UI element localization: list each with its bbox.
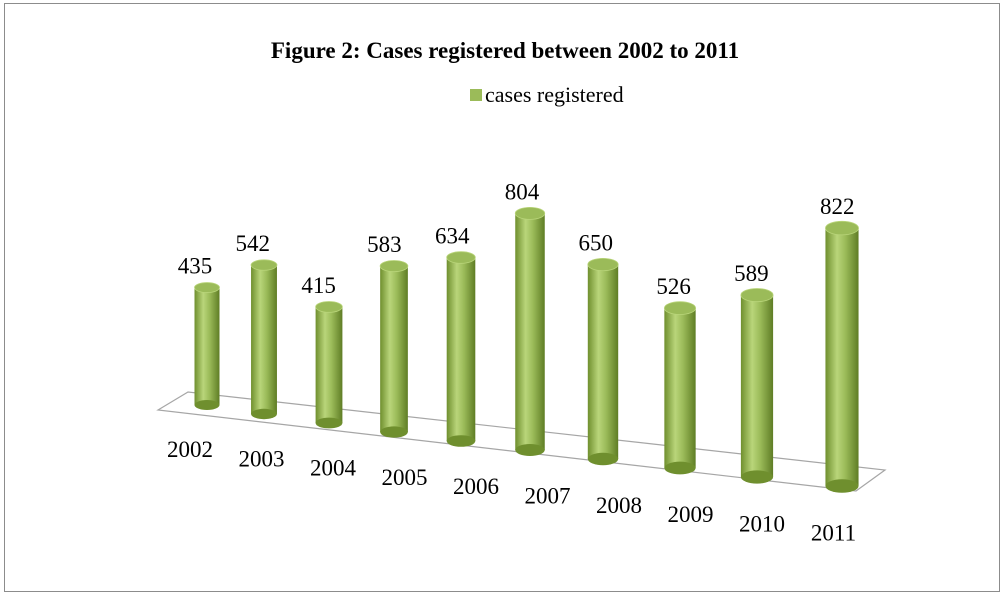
legend-swatch: [470, 89, 482, 101]
bar-base: [446, 435, 476, 447]
bar-base: [315, 417, 343, 429]
data-label: 634: [435, 223, 470, 248]
bar-base: [740, 470, 774, 484]
x-tick-label: 2010: [739, 511, 785, 536]
data-label: 589: [734, 261, 769, 286]
x-tick-label: 2011: [811, 521, 856, 546]
bar-base: [380, 426, 408, 438]
x-tick-label: 2009: [668, 502, 714, 527]
bar-top: [825, 220, 859, 236]
bar: [740, 295, 774, 477]
bar-base: [825, 479, 859, 493]
bar-top: [446, 251, 476, 264]
x-tick-label: 2007: [525, 484, 571, 509]
bar-top: [194, 282, 220, 293]
x-tick-label: 2006: [453, 474, 499, 499]
x-tick-label: 2002: [167, 437, 213, 462]
data-label: 822: [820, 194, 855, 219]
bar: [825, 228, 859, 486]
x-tick-label: 2008: [596, 493, 642, 518]
floor: [156, 391, 887, 492]
data-label: 526: [656, 274, 691, 299]
bar: [446, 257, 476, 441]
data-label: 415: [301, 273, 336, 298]
bar-base: [664, 461, 696, 475]
data-label: 650: [579, 231, 614, 256]
bar-base: [587, 452, 619, 466]
x-tick-label: 2005: [382, 465, 428, 490]
bar: [194, 287, 220, 405]
data-label: 435: [178, 254, 213, 279]
data-label: 542: [236, 231, 271, 256]
bar: [515, 213, 545, 450]
bar-top: [250, 259, 278, 271]
data-label: 583: [367, 232, 402, 257]
bar: [664, 308, 696, 468]
chart-title: Figure 2: Cases registered between 2002 …: [271, 38, 739, 63]
bar: [251, 265, 277, 414]
bar: [380, 266, 408, 432]
data-label: 804: [505, 179, 540, 204]
legend-label: cases registered: [485, 82, 624, 107]
bar-top: [587, 257, 619, 272]
bar-top: [740, 288, 774, 303]
x-tick-label: 2004: [310, 456, 357, 481]
bar-base: [194, 400, 220, 410]
bar-base: [515, 444, 545, 456]
bar-top: [663, 301, 697, 315]
bar-top: [315, 301, 343, 313]
bar: [587, 264, 619, 459]
bar-top: [514, 206, 546, 220]
x-tick-label: 2003: [239, 446, 285, 471]
bar-base: [251, 408, 277, 420]
bar: [315, 306, 343, 423]
bar-top: [379, 260, 409, 273]
